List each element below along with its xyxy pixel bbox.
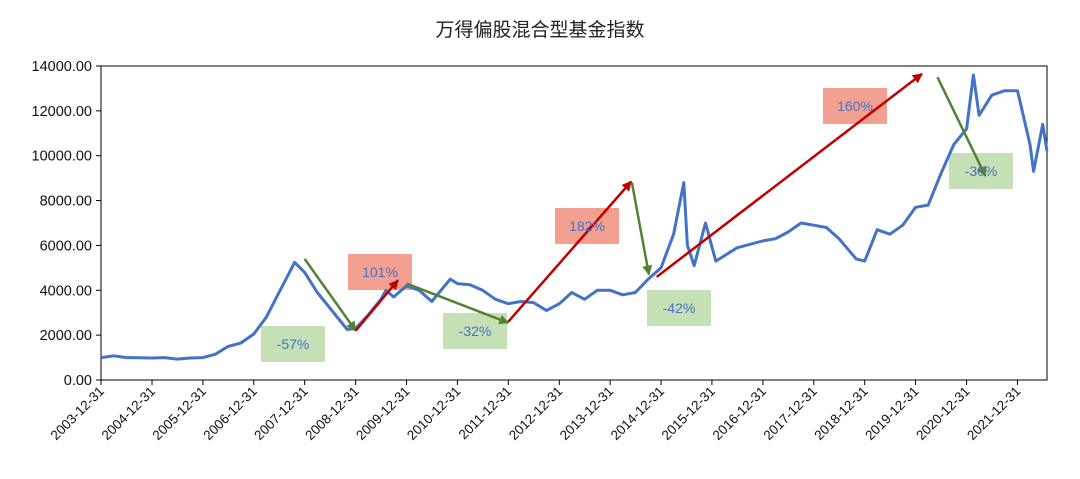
y-tick-label: 0.00 bbox=[64, 373, 92, 389]
x-tick-label: 2020-12-31 bbox=[913, 384, 972, 443]
x-tick-label: 2021-12-31 bbox=[964, 384, 1023, 443]
annotation-label: -57% bbox=[277, 336, 310, 352]
x-tick-label: 2018-12-31 bbox=[811, 384, 870, 443]
axes: 0.00 2000.00 4000.00 6000.00 8000.00 10000.00… bbox=[32, 59, 1048, 443]
x-tick-label: 2010-12-31 bbox=[404, 384, 463, 443]
plot-frame bbox=[100, 65, 1048, 381]
annotation-box bbox=[261, 326, 325, 362]
annotation-label: 182% bbox=[569, 218, 605, 234]
x-tick-label: 2005-12-31 bbox=[150, 384, 209, 443]
x-tick-label: 2016-12-31 bbox=[710, 384, 769, 443]
rise-arrow bbox=[354, 279, 399, 332]
x-tick-label: 2012-12-31 bbox=[506, 384, 565, 443]
annotation-label: -42% bbox=[663, 300, 696, 316]
annotation-box bbox=[823, 88, 887, 124]
annotation-box bbox=[348, 254, 412, 290]
y-tick-label: 8000.00 bbox=[40, 194, 92, 210]
decline-arrow bbox=[630, 182, 653, 276]
x-tick-label: 2019-12-31 bbox=[862, 384, 921, 443]
x-tick-label: 2006-12-31 bbox=[200, 384, 259, 443]
annotation-boxes bbox=[261, 88, 1013, 362]
rise-arrow bbox=[655, 72, 923, 278]
annotation-labels: -57% 101% -32% 182% -42% 160% -30% bbox=[277, 98, 998, 352]
x-tick-label: 2017-12-31 bbox=[760, 384, 819, 443]
x-tick-label: 2008-12-31 bbox=[302, 384, 361, 443]
y-tick-label: 10000.00 bbox=[32, 149, 92, 165]
y-tick-label: 12000.00 bbox=[32, 104, 92, 120]
y-tick-label: 2000.00 bbox=[40, 328, 92, 344]
x-tick-label: 2007-12-31 bbox=[251, 384, 310, 443]
x-tick-label: 2011-12-31 bbox=[456, 384, 515, 443]
series-line bbox=[100, 73, 1049, 361]
annotation-arrows bbox=[303, 72, 987, 332]
x-tick-label: 2009-12-31 bbox=[353, 384, 412, 443]
decline-arrow bbox=[936, 76, 987, 177]
annotation-label: -30% bbox=[965, 163, 998, 179]
x-tick-label: 2003-12-31 bbox=[48, 384, 107, 443]
y-tick-label: 4000.00 bbox=[40, 283, 92, 299]
chart-title: 万得偏股混合型基金指数 bbox=[435, 19, 644, 41]
annotation-box bbox=[647, 290, 711, 326]
x-tick-label: 2004-12-31 bbox=[99, 384, 158, 443]
annotation-box bbox=[555, 208, 619, 244]
annotation-label: -32% bbox=[459, 323, 492, 339]
annotation-label: 101% bbox=[362, 264, 398, 280]
x-tick-label: 2015-12-31 bbox=[659, 384, 718, 443]
annotation-label: 160% bbox=[837, 98, 873, 114]
series-layer bbox=[100, 73, 1049, 361]
decline-arrow bbox=[303, 258, 357, 332]
x-tick-label: 2013-12-31 bbox=[557, 384, 616, 443]
y-tick-label: 14000.00 bbox=[32, 59, 92, 75]
y-tick-label: 6000.00 bbox=[40, 238, 92, 254]
rise-arrow bbox=[507, 180, 633, 323]
x-tick-label: 2014-12-31 bbox=[608, 384, 667, 443]
decline-arrow bbox=[406, 282, 510, 325]
